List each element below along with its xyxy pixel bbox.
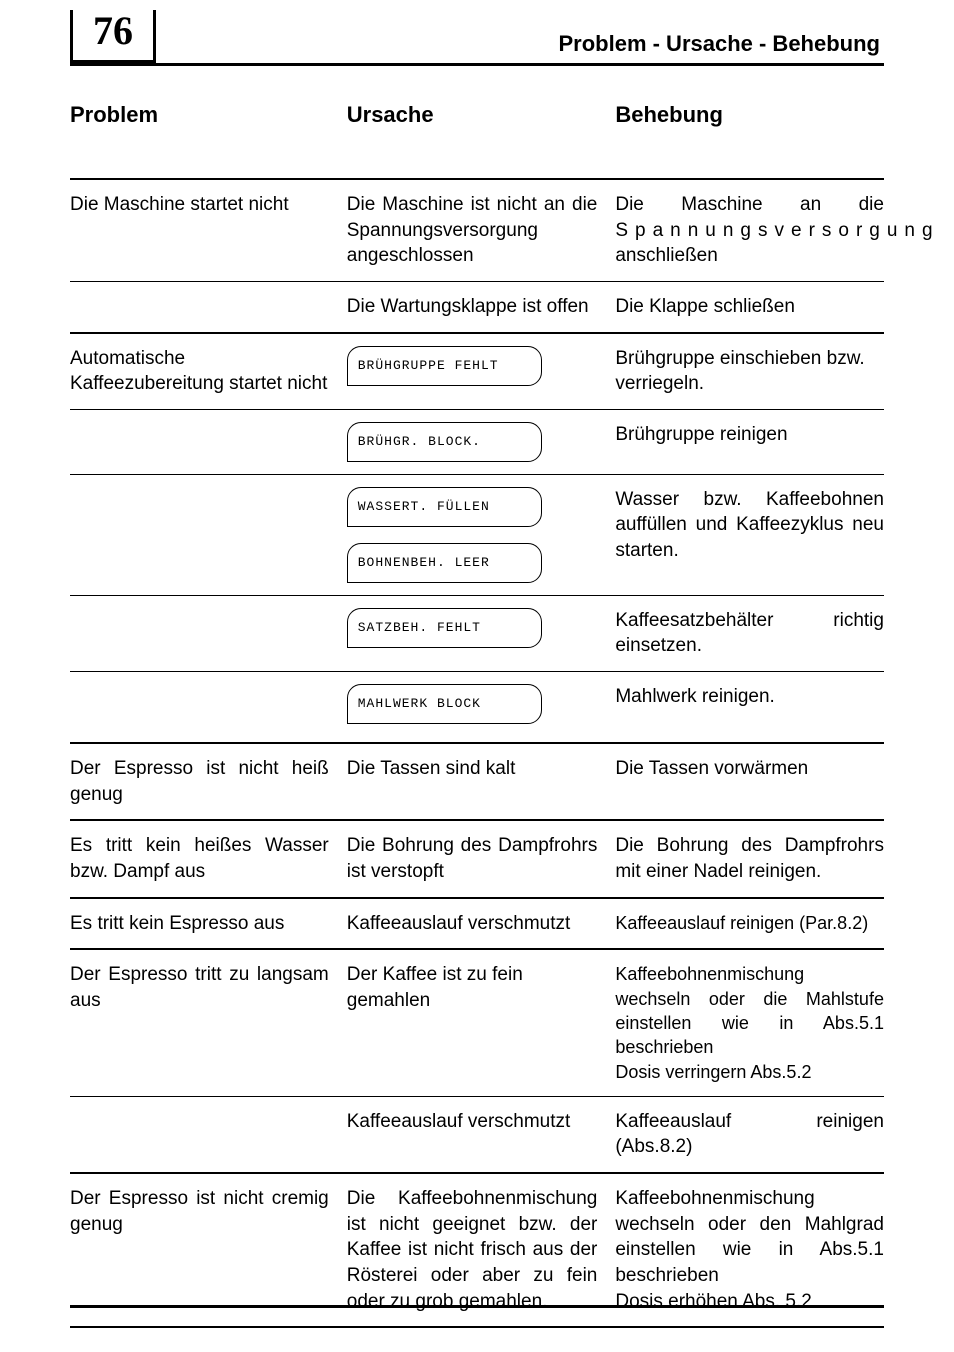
table-row: BRÜHGR. BLOCK. Brühgruppe reinigen [70,410,884,475]
ursache-cell: MAHLWERK BLOCK [347,684,616,724]
problem-cell [70,684,347,724]
behebung-line: Dosis erhöhen Abs. 5.2 [615,1289,884,1315]
problem-cell: Automatische Kaffeezubereitung startet n… [70,346,347,397]
column-header-ursache: Ursache [347,102,616,128]
page-number: 76 [93,11,133,51]
page-header: 76 Problem - Ursache - Behebung [70,10,884,66]
ursache-cell: Kaffeeauslauf verschmutzt [347,1109,616,1160]
display-message-box: BRÜHGR. BLOCK. [347,422,542,462]
behebung-line: Spannungsversorgung [615,218,884,244]
display-text: MAHLWERK BLOCK [358,695,481,713]
page-title: Problem - Ursache - Behebung [156,10,884,63]
table-row: SATZBEH. FEHLT Kaffeesatzbehälter richti… [70,596,884,672]
table-header-row: Problem Ursache Behebung [70,102,884,180]
behebung-cell: Kaffeebohnenmischung wechseln oder den M… [615,1186,884,1314]
table-row: Kaffeeauslauf verschmutzt Kaffeeauslauf … [70,1097,884,1174]
behebung-cell: Brühgruppe reinigen [615,422,884,462]
behebung-cell: Mahlwerk reinigen. [615,684,884,724]
problem-line: Automatische [70,346,329,372]
table-row: Der Espresso tritt zu langsam aus Der Ka… [70,950,884,1096]
behebung-line: Kaffeebohnenmischung wechseln oder den M… [615,1186,884,1289]
behebung-cell: Kaffeesatzbehälter richtig einsetzen. [615,608,884,659]
behebung-cell: Die Tassen vorwärmen [615,756,884,807]
behebung-cell: Die Klappe schließen [615,294,884,320]
column-header-problem: Problem [70,102,347,128]
ursache-cell: Die Kaffeebohnenmischung ist nicht geeig… [347,1186,616,1314]
footer-rule [70,1305,884,1308]
behebung-line: Kaffeebohnenmischung wechseln oder die M… [615,962,884,1059]
display-text: BRÜHGRUPPE FEHLT [358,357,499,375]
behebung-cell: Wasser bzw. Kaffeebohnen auffüllen und K… [615,487,884,583]
table-row: Automatische Kaffeezubereitung startet n… [70,334,884,410]
display-message-box: BOHNENBEH. LEER [347,543,542,583]
display-text: SATZBEH. FEHLT [358,619,481,637]
column-header-behebung: Behebung [615,102,884,128]
display-message-box: BRÜHGRUPPE FEHLT [347,346,542,386]
table-row: MAHLWERK BLOCK Mahlwerk reinigen. [70,672,884,744]
behebung-line: Dosis verringern Abs.5.2 [615,1060,884,1084]
table-row: Es tritt kein heißes Wasser bzw. Dampf a… [70,821,884,898]
display-text: WASSERT. FÜLLEN [358,498,490,516]
ursache-cell: Der Kaffee ist zu fein gemahlen [347,962,616,1083]
behebung-cell: Kaffeeauslauf reinigen (Par.8.2) [615,911,884,937]
display-text: BRÜHGR. BLOCK. [358,433,481,451]
problem-cell: Der Espresso tritt zu langsam aus [70,962,347,1083]
problem-cell: Der Espresso ist nicht heiß genug [70,756,347,807]
behebung-cell: Brühgruppe einschieben bzw. verriegeln. [615,346,884,397]
table-row: Die Maschine startet nicht Die Maschine … [70,180,884,282]
problem-line: Kaffeezubereitung startet nicht [70,371,329,397]
problem-cell [70,487,347,583]
display-message-box: MAHLWERK BLOCK [347,684,542,724]
ursache-cell: Die Tassen sind kalt [347,756,616,807]
ursache-cell: WASSERT. FÜLLEN BOHNENBEH. LEER [347,487,616,583]
ursache-cell: Die Maschine ist nicht an die Spannungsv… [347,192,616,269]
page-number-box: 76 [70,10,156,63]
behebung-cell: Die Bohrung des Dampfrohrs mit einer Nad… [615,833,884,884]
problem-cell [70,1109,347,1160]
ursache-cell: BRÜHGR. BLOCK. [347,422,616,462]
display-message-box: WASSERT. FÜLLEN [347,487,542,527]
ursache-cell: Die Wartungsklappe ist offen [347,294,616,320]
display-text: BOHNENBEH. LEER [358,554,490,572]
problem-cell [70,608,347,659]
behebung-cell: Die Maschine an die Spannungsversorgung … [615,192,884,269]
behebung-line: Die Maschine an die [615,192,884,218]
ursache-cell: BRÜHGRUPPE FEHLT [347,346,616,397]
ursache-cell: Die Bohrung des Dampfrohrs ist verstopft [347,833,616,884]
problem-cell [70,294,347,320]
behebung-line: anschließen [615,243,884,269]
ursache-cell: Kaffeeauslauf verschmutzt [347,911,616,937]
table-row: Es tritt kein Espresso aus Kaffeeauslauf… [70,899,884,951]
table-row: Der Espresso ist nicht heiß genug Die Ta… [70,744,884,821]
behebung-cell: Kaffeebohnenmischung wechseln oder die M… [615,962,884,1083]
behebung-cell: Kaffeeauslauf reinigen (Abs.8.2) [615,1109,884,1160]
problem-cell: Der Espresso ist nicht cremig genug [70,1186,347,1314]
problem-cell: Es tritt kein heißes Wasser bzw. Dampf a… [70,833,347,884]
table-row: WASSERT. FÜLLEN BOHNENBEH. LEER Wasser b… [70,475,884,596]
ursache-cell: SATZBEH. FEHLT [347,608,616,659]
troubleshooting-table: Problem Ursache Behebung Die Maschine st… [70,102,884,1328]
problem-cell: Es tritt kein Espresso aus [70,911,347,937]
problem-cell: Die Maschine startet nicht [70,192,347,269]
problem-cell [70,422,347,462]
table-row: Die Wartungsklappe ist offen Die Klappe … [70,282,884,334]
display-message-box: SATZBEH. FEHLT [347,608,542,648]
